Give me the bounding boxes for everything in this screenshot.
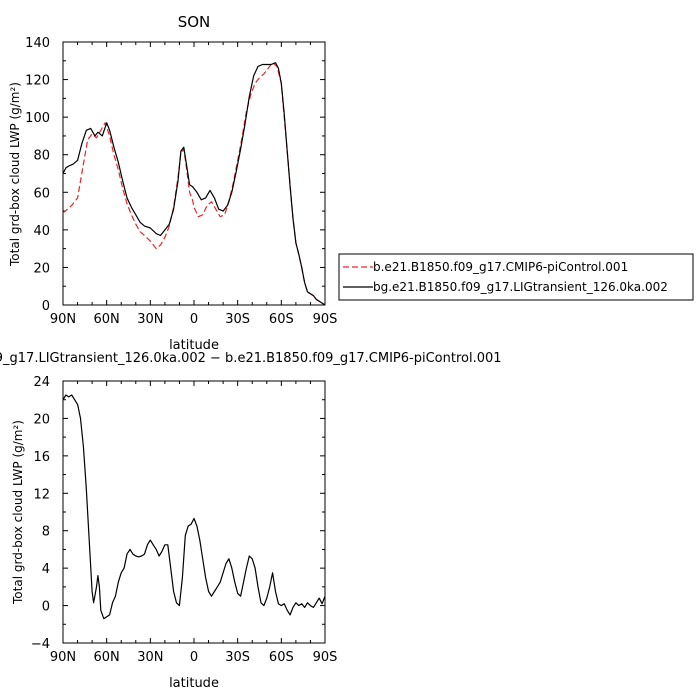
legend-label-ligtransient: bg.e21.B1850.f09_g17.LIGtransient_126.0k… [373,280,668,294]
series-line-0 [62,62,326,306]
y-tick-label: 100 [25,111,50,126]
x-tick-label: 90S [313,650,338,665]
y-tick-label: 140 [25,36,50,51]
legend: b.e21.B1850.f09_g17.CMIP6-piControl.001 … [338,253,694,301]
x-tick-label: 30S [225,650,250,665]
y-tick-label: 40 [33,224,50,239]
plot-frame [62,41,326,306]
legend-box [338,253,694,301]
y-tick-label: 20 [33,412,50,427]
top-panel: SON latitude Total grd-box cloud LWP (g/… [8,13,337,353]
x-tick-label: 60N [94,650,120,665]
x-tick-label: 60S [269,312,294,327]
legend-label-picontrol: b.e21.B1850.f09_g17.CMIP6-piControl.001 [373,260,628,274]
y-tick-label: 0 [42,299,50,314]
y-tick-label: 20 [33,261,50,276]
y-tick-label: 0 [42,600,50,615]
top-x-axis-label: latitude [169,338,219,353]
y-tick-label: 120 [25,74,50,89]
x-tick-label: 0 [190,312,198,327]
x-tick-label: 30N [137,312,163,327]
bottom-chart-title: bg.e21.B1850.f09_g17.LIGtransient_126.0k… [0,351,502,366]
y-tick-label: 4 [42,562,50,577]
x-tick-label: 90N [50,312,76,327]
bottom-panel: bg.e21.B1850.f09_g17.LIGtransient_126.0k… [0,351,502,691]
x-tick-label: 60N [94,312,120,327]
x-tick-label: 0 [190,650,198,665]
x-tick-label: 60S [269,650,294,665]
x-tick-label: 90S [313,312,338,327]
y-tick-label: −4 [31,637,50,652]
y-tick-label: 16 [33,450,50,465]
y-tick-label: 24 [33,375,50,390]
x-tick-label: 90N [50,650,76,665]
y-tick-label: 8 [42,525,50,540]
plot-frame [62,380,326,644]
series-line-1 [62,62,326,306]
x-tick-label: 30S [225,312,250,327]
top-chart-title: SON [178,13,211,31]
y-tick-label: 80 [33,149,50,164]
bottom-y-axis-label: Total grd-box cloud LWP (g/m²) [11,420,25,605]
y-tick-label: 60 [33,186,50,201]
bottom-x-axis-label: latitude [169,676,219,691]
x-tick-label: 30N [137,650,163,665]
y-tick-label: 12 [33,487,50,502]
series-line-0 [62,394,326,620]
top-y-axis-label: Total grd-box cloud LWP (g/m²) [8,82,22,267]
